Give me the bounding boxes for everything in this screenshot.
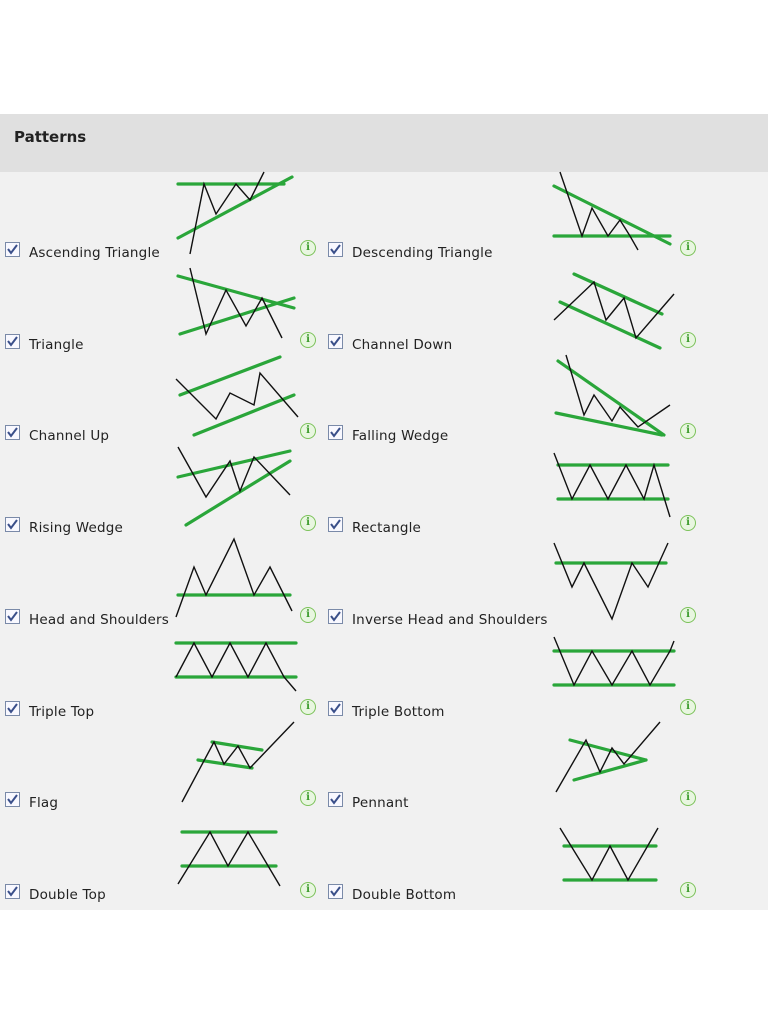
flag-checkbox[interactable] <box>5 792 20 808</box>
descending-triangle-label: Descending Triangle <box>352 245 493 261</box>
channel-up-pattern-illustration <box>175 355 299 437</box>
double-top-info-icon[interactable]: i <box>300 881 316 898</box>
checkmark-icon <box>7 244 18 255</box>
checkmark-icon <box>330 702 341 714</box>
ascending-triangle-info-icon[interactable]: i <box>300 240 316 256</box>
triple-bottom-checkbox[interactable] <box>328 700 343 716</box>
triple-top-label: Triple Top <box>29 703 95 720</box>
info-glyph: i <box>306 700 310 712</box>
triple-top-checkbox[interactable] <box>5 700 20 716</box>
pennant-pattern-illustration <box>555 721 661 793</box>
triple-bottom-label: Triple Bottom <box>352 703 445 720</box>
checkmark-icon <box>7 519 18 530</box>
rising-wedge-checkbox[interactable] <box>5 517 20 533</box>
info-glyph: i <box>686 792 690 804</box>
checkmark-icon <box>330 427 341 439</box>
checkmark-icon <box>330 886 341 897</box>
rectangle-label: Rectangle <box>352 520 422 537</box>
info-glyph: i <box>686 883 690 895</box>
triangle-pattern-illustration <box>176 267 296 339</box>
rectangle-info-icon[interactable]: i <box>680 515 696 532</box>
checkmark-icon <box>330 519 341 530</box>
flag-pattern-illustration <box>181 721 295 803</box>
channel-up-checkbox[interactable] <box>5 425 20 441</box>
double-top-pattern-illustration <box>177 830 281 887</box>
double-top-label: Double Top <box>29 886 106 903</box>
channel-down-info-icon[interactable]: i <box>680 331 696 348</box>
triple-top-pattern-illustration <box>174 640 298 691</box>
checkmark-icon <box>7 611 18 622</box>
triangle-checkbox[interactable] <box>5 333 20 349</box>
pennant-checkbox[interactable] <box>328 792 343 808</box>
info-glyph: i <box>686 700 690 712</box>
channel-down-label: Channel Down <box>352 336 453 353</box>
info-glyph: i <box>686 517 690 529</box>
ascending-triangle-label: Ascending Triangle <box>29 245 160 261</box>
falling-wedge-info-icon[interactable]: i <box>680 423 696 440</box>
pennant-info-icon[interactable]: i <box>680 790 696 807</box>
info-glyph: i <box>686 608 690 620</box>
double-top-checkbox[interactable] <box>5 883 20 899</box>
pennant-label: Pennant <box>352 795 409 812</box>
double-bottom-pattern-illustration <box>559 827 659 882</box>
rectangle-checkbox[interactable] <box>328 517 343 533</box>
triple-top-info-icon[interactable]: i <box>300 698 316 715</box>
falling-wedge-label: Falling Wedge <box>352 428 449 445</box>
channel-up-label: Channel Up <box>29 428 110 445</box>
info-glyph: i <box>686 333 690 345</box>
patterns-panel: Patterns <box>0 114 768 910</box>
triple-bottom-pattern-illustration <box>552 636 676 687</box>
checkmark-icon <box>7 702 18 714</box>
info-glyph: i <box>686 242 690 253</box>
triple-bottom-info-icon[interactable]: i <box>680 698 696 715</box>
info-glyph: i <box>686 425 690 437</box>
head-and-shoulders-info-icon[interactable]: i <box>300 606 316 623</box>
info-glyph: i <box>306 792 310 804</box>
checkmark-icon <box>7 886 18 897</box>
head-and-shoulders-label: Head and Shoulders <box>29 611 170 628</box>
info-glyph: i <box>306 242 310 253</box>
checkmark-icon <box>7 336 18 347</box>
info-glyph: i <box>306 883 310 895</box>
inverse-head-and-shoulders-label: Inverse Head and Shoulders <box>352 611 548 628</box>
double-bottom-info-icon[interactable]: i <box>680 881 696 898</box>
panel-header: Patterns <box>0 114 768 172</box>
checkmark-icon <box>330 244 341 255</box>
channel-down-checkbox[interactable] <box>328 333 343 349</box>
channel-down-pattern-illustration <box>553 272 675 350</box>
rectangle-pattern-illustration <box>553 452 671 518</box>
descending-triangle-pattern-illustration <box>552 171 672 251</box>
double-bottom-label: Double Bottom <box>352 886 457 903</box>
info-glyph: i <box>306 425 310 437</box>
inverse-head-and-shoulders-pattern-illustration <box>553 542 669 621</box>
checkmark-icon <box>330 611 341 622</box>
descending-triangle-checkbox[interactable] <box>328 242 343 257</box>
head-and-shoulders-pattern-illustration <box>175 537 293 618</box>
falling-wedge-checkbox[interactable] <box>328 425 343 441</box>
inverse-head-and-shoulders-checkbox[interactable] <box>328 608 343 624</box>
checkmark-icon <box>7 427 18 439</box>
info-glyph: i <box>306 517 310 529</box>
inverse-head-and-shoulders-info-icon[interactable]: i <box>680 606 696 623</box>
ascending-triangle-checkbox[interactable] <box>5 242 20 257</box>
rising-wedge-pattern-illustration <box>176 446 292 527</box>
descending-triangle-info-icon[interactable]: i <box>680 240 696 256</box>
triangle-label: Triangle <box>29 336 84 353</box>
flag-info-icon[interactable]: i <box>300 790 316 807</box>
info-glyph: i <box>306 608 310 620</box>
channel-up-info-icon[interactable]: i <box>300 423 316 440</box>
ascending-triangle-pattern-illustration <box>176 171 294 255</box>
checkmark-icon <box>330 794 341 805</box>
checkmark-icon <box>330 336 341 347</box>
head-and-shoulders-checkbox[interactable] <box>5 608 20 624</box>
double-bottom-checkbox[interactable] <box>328 883 343 899</box>
rising-wedge-info-icon[interactable]: i <box>300 515 316 532</box>
info-glyph: i <box>306 333 310 345</box>
flag-label: Flag <box>29 795 59 812</box>
falling-wedge-pattern-illustration <box>554 355 671 437</box>
triangle-info-icon[interactable]: i <box>300 331 316 348</box>
checkmark-icon <box>7 794 18 805</box>
rising-wedge-label: Rising Wedge <box>29 520 124 537</box>
panel-title: Patterns <box>14 128 87 146</box>
